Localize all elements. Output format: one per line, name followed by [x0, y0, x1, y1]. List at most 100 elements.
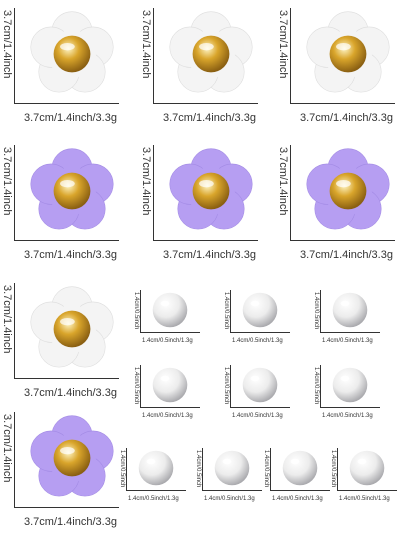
width-label: 1.4cm/0.5inch/1.3g: [204, 496, 255, 502]
pearl-cell: 1.4cm/0.5inch 1.4cm/0.5inch/1.3g: [223, 290, 300, 360]
height-label: 3.7cm/1.4inch: [140, 10, 152, 79]
pearl-bead: [242, 292, 278, 328]
width-dimension-line: [202, 490, 262, 491]
height-label: 1.4cm/0.5inch: [313, 292, 319, 330]
height-label: 3.7cm/1.4inch: [1, 414, 13, 483]
pearl-cell: 1.4cm/0.5inch 1.4cm/0.5inch/1.3g: [133, 365, 210, 435]
width-dimension-line: [320, 332, 380, 333]
height-label: 1.4cm/0.5inch: [330, 450, 336, 488]
width-dimension-line: [14, 507, 119, 508]
pearl-bead: [332, 292, 368, 328]
height-dimension-line: [140, 365, 141, 407]
flower-cell: 3.7cm/1.4inch 3.7cm/1.4inch/3.3g: [140, 8, 278, 133]
height-dimension-line: [320, 290, 321, 332]
pearl-cell: 1.4cm/0.5inch 1.4cm/0.5inch/1.3g: [195, 448, 272, 518]
pearl-bead: [138, 450, 174, 486]
height-dimension-line: [14, 8, 15, 103]
pearl-bead-image: [214, 450, 250, 486]
width-label: 1.4cm/0.5inch/1.3g: [272, 496, 323, 502]
flower-cell: 3.7cm/1.4inch 3.7cm/1.4inch/3.3g: [1, 283, 139, 408]
flower-charm-white: [30, 286, 114, 368]
height-dimension-line: [126, 448, 127, 490]
pearl-bead: [332, 367, 368, 403]
height-label: 1.4cm/0.5inch: [195, 450, 201, 488]
width-label: 3.7cm/1.4inch/3.3g: [24, 387, 117, 399]
pearl-cell: 1.4cm/0.5inch 1.4cm/0.5inch/1.3g: [313, 365, 390, 435]
width-label: 3.7cm/1.4inch/3.3g: [163, 249, 256, 261]
flower-charm-white: [30, 11, 114, 93]
width-label: 3.7cm/1.4inch/3.3g: [300, 112, 393, 124]
height-dimension-line: [337, 448, 338, 490]
height-label: 1.4cm/0.5inch: [133, 367, 139, 405]
height-dimension-line: [140, 290, 141, 332]
pearl-cell: 1.4cm/0.5inch 1.4cm/0.5inch/1.3g: [223, 365, 300, 435]
gold-bead-center: [329, 172, 367, 210]
height-dimension-line: [270, 448, 271, 490]
pearl-bead-image: [282, 450, 318, 486]
pearl-cell: 1.4cm/0.5inch 1.4cm/0.5inch/1.3g: [119, 448, 196, 518]
height-label: 1.4cm/0.5inch: [313, 367, 319, 405]
pearl-cell: 1.4cm/0.5inch 1.4cm/0.5inch/1.3g: [133, 290, 210, 360]
gold-bead-center: [53, 172, 91, 210]
flower-charm-purple: [30, 415, 114, 497]
height-label: 1.4cm/0.5inch: [263, 450, 269, 488]
width-label: 1.4cm/0.5inch/1.3g: [128, 496, 179, 502]
pearl-bead-image: [152, 367, 188, 403]
pearl-bead-image: [152, 292, 188, 328]
pearl-bead: [242, 367, 278, 403]
width-label: 3.7cm/1.4inch/3.3g: [24, 112, 117, 124]
pearl-cell: 1.4cm/0.5inch 1.4cm/0.5inch/1.3g: [330, 448, 405, 518]
width-dimension-line: [153, 103, 258, 104]
height-label: 3.7cm/1.4inch: [1, 10, 13, 79]
width-dimension-line: [126, 490, 186, 491]
gold-bead-center: [53, 310, 91, 348]
pearl-bead-image: [242, 367, 278, 403]
height-label: 3.7cm/1.4inch: [1, 285, 13, 354]
width-label: 1.4cm/0.5inch/1.3g: [322, 338, 373, 344]
pearl-bead-image: [138, 450, 174, 486]
width-dimension-line: [230, 332, 290, 333]
height-dimension-line: [202, 448, 203, 490]
gold-bead-center: [53, 439, 91, 477]
pearl-bead: [214, 450, 250, 486]
height-label: 3.7cm/1.4inch: [277, 10, 289, 79]
height-dimension-line: [230, 365, 231, 407]
pearl-cell: 1.4cm/0.5inch 1.4cm/0.5inch/1.3g: [263, 448, 340, 518]
width-dimension-line: [14, 240, 119, 241]
height-dimension-line: [230, 290, 231, 332]
height-label: 3.7cm/1.4inch: [277, 147, 289, 216]
flower-charm-purple: [306, 148, 390, 230]
width-label: 1.4cm/0.5inch/1.3g: [232, 413, 283, 419]
width-label: 1.4cm/0.5inch/1.3g: [232, 338, 283, 344]
flower-cell: 3.7cm/1.4inch 3.7cm/1.4inch/3.3g: [277, 8, 405, 133]
width-label: 3.7cm/1.4inch/3.3g: [24, 249, 117, 261]
height-label: 1.4cm/0.5inch: [223, 292, 229, 330]
height-label: 3.7cm/1.4inch: [140, 147, 152, 216]
pearl-bead: [349, 450, 385, 486]
height-dimension-line: [14, 145, 15, 240]
pearl-bead-image: [332, 292, 368, 328]
pearl-bead-image: [349, 450, 385, 486]
height-label: 3.7cm/1.4inch: [1, 147, 13, 216]
width-dimension-line: [14, 378, 119, 379]
pearl-bead: [152, 367, 188, 403]
width-label: 3.7cm/1.4inch/3.3g: [163, 112, 256, 124]
flower-charm-white: [169, 11, 253, 93]
height-dimension-line: [320, 365, 321, 407]
width-dimension-line: [230, 407, 290, 408]
width-dimension-line: [14, 103, 119, 104]
width-dimension-line: [337, 490, 397, 491]
height-label: 1.4cm/0.5inch: [223, 367, 229, 405]
pearl-bead-image: [242, 292, 278, 328]
gold-bead-center: [192, 172, 230, 210]
flower-cell: 3.7cm/1.4inch 3.7cm/1.4inch/3.3g: [1, 8, 139, 133]
height-dimension-line: [14, 412, 15, 507]
pearl-bead: [282, 450, 318, 486]
width-dimension-line: [290, 103, 395, 104]
gold-bead-center: [329, 35, 367, 73]
flower-cell: 3.7cm/1.4inch 3.7cm/1.4inch/3.3g: [1, 145, 139, 270]
width-dimension-line: [153, 240, 258, 241]
width-dimension-line: [270, 490, 330, 491]
pearl-bead-image: [332, 367, 368, 403]
